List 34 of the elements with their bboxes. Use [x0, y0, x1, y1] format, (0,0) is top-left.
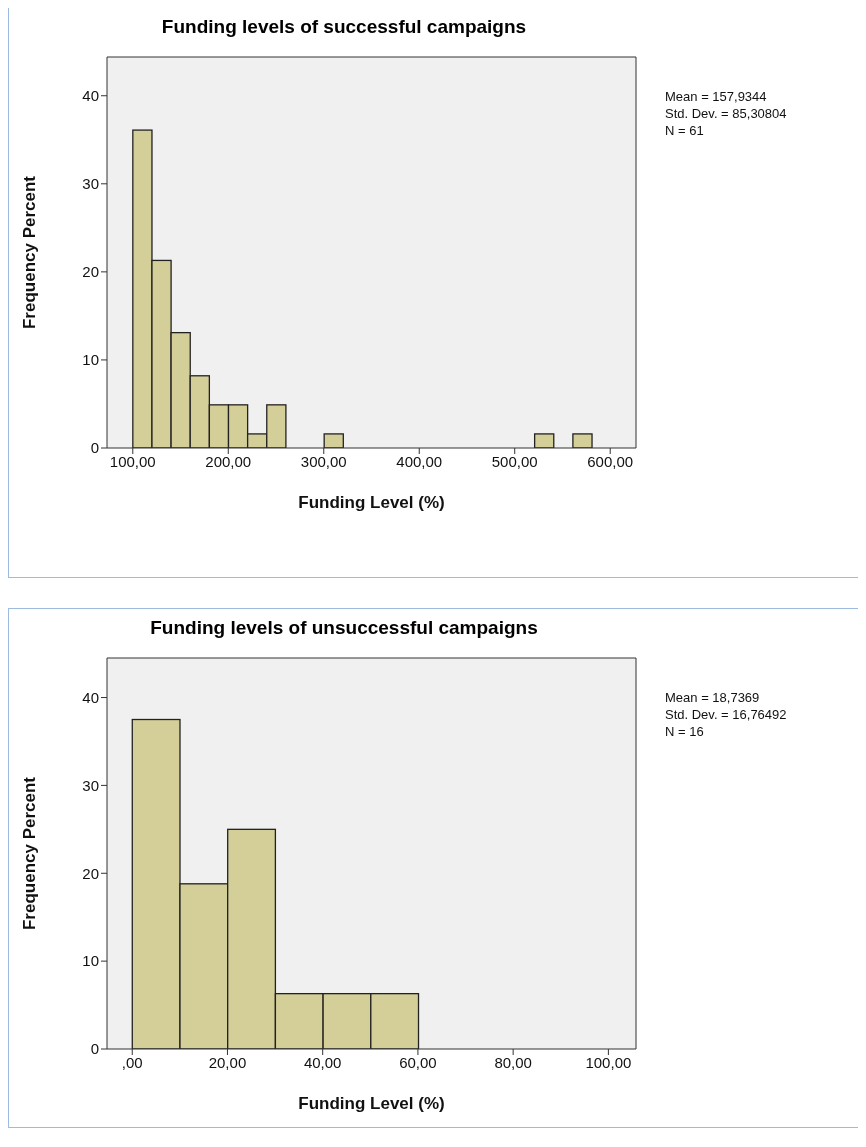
y-tick-label: 40 [82, 87, 99, 105]
x-tick-label: 400,00 [396, 452, 443, 470]
x-tick-label: 20,00 [208, 1053, 247, 1071]
text: N = 61 [665, 122, 705, 139]
chart-title: Funding levels of unsuccessful campaigns [149, 617, 539, 639]
chart-title: Funding levels of successful campaigns [160, 16, 528, 38]
x-tick-label: 500,00 [491, 452, 538, 470]
x-tick-label: 300,00 [300, 452, 347, 470]
x-tick-label: 60,00 [399, 1053, 437, 1071]
x-tick-label: ,00 [121, 1053, 143, 1071]
text: Mean = 157,9344 [665, 88, 768, 105]
x-tick-label: 40,00 [303, 1053, 342, 1071]
y-axis-title: Frequency Percent [20, 175, 40, 330]
x-tick-label: 600,00 [587, 452, 634, 470]
x-tick-label: 100,00 [585, 1053, 632, 1071]
x-axis-title: Funding Level (%) [298, 1094, 445, 1113]
text: Std. Dev. = 85,30804 [665, 105, 787, 122]
x-axis-title: Funding Level (%) [298, 493, 445, 512]
y-axis-title: Frequency Percent [20, 776, 40, 931]
y-tick-label: 20 [82, 263, 99, 281]
text: Mean = 18,7369 [665, 689, 761, 706]
x-tick-label: 80,00 [494, 1053, 532, 1071]
y-tick-label: 0 [90, 1040, 99, 1058]
y-tick-label: 20 [82, 864, 99, 882]
y-tick-label: 10 [82, 952, 99, 970]
y-tick-label: 0 [90, 439, 99, 457]
x-tick-label: 200,00 [205, 452, 252, 470]
text: Std. Dev. = 16,76492 [665, 706, 787, 723]
y-tick-label: 40 [82, 688, 99, 706]
y-tick-label: 30 [82, 175, 99, 193]
y-tick-label: 30 [82, 776, 99, 794]
text: N = 16 [665, 723, 705, 740]
y-tick-label: 10 [82, 351, 99, 369]
x-tick-label: 100,00 [109, 452, 156, 470]
